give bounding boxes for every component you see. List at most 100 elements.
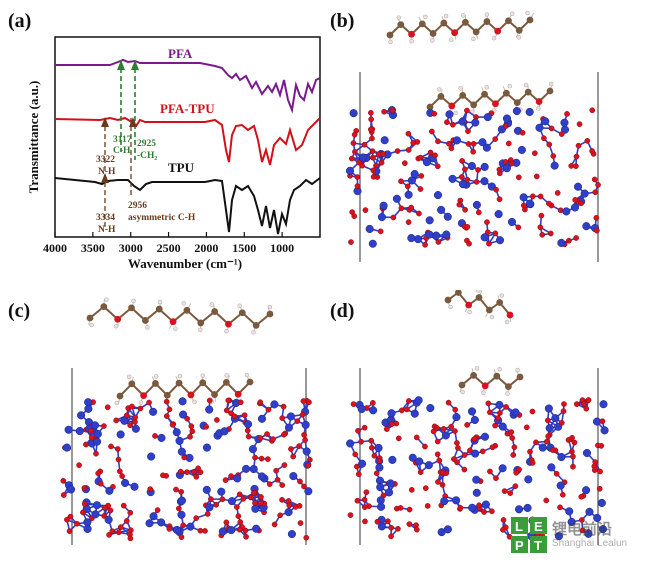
oxygen-atom	[416, 210, 422, 217]
carbon-atom	[465, 301, 473, 309]
svg-text:P: P	[515, 538, 524, 553]
metal-atom	[512, 106, 521, 116]
hydrogen-atom	[244, 372, 250, 378]
oxygen-atom	[424, 503, 431, 509]
metal-atom	[242, 464, 251, 473]
oxygen-atom	[383, 426, 390, 432]
metal-atom	[177, 496, 187, 505]
oxygen-atom	[374, 518, 381, 525]
oxygen-atom	[301, 483, 307, 490]
metal-atom	[483, 113, 492, 122]
metal-atom	[478, 138, 487, 147]
molecule	[86, 297, 274, 335]
oxygen-atom	[178, 534, 185, 540]
oxygen-atom	[299, 411, 306, 418]
metal-atom	[358, 459, 367, 468]
oxygen-atom	[557, 504, 563, 511]
oxygen-atom	[137, 405, 144, 412]
oxygen-atom	[270, 436, 276, 442]
metal-atom	[172, 428, 181, 437]
metal-atom	[369, 406, 378, 415]
metal-atom	[64, 425, 73, 434]
oxygen-atom	[592, 189, 599, 196]
oxygen-atom	[177, 468, 184, 475]
hydrogen-atom	[499, 293, 505, 298]
oxygen-atom	[462, 206, 468, 213]
oxygen-atom	[297, 520, 304, 526]
oxide-slab	[345, 106, 601, 248]
oxygen-atom	[583, 405, 590, 412]
oxygen-atom	[193, 515, 200, 521]
carbon-atom	[472, 28, 480, 36]
oxygen-atom	[459, 158, 465, 164]
oxygen-atom	[573, 163, 579, 169]
panel-label-c: (c)	[8, 300, 31, 322]
metal-atom	[358, 153, 368, 162]
metal-atom	[178, 397, 187, 406]
metal-atom	[270, 400, 279, 409]
oxygen-atom	[570, 463, 576, 470]
oxygen-atom	[523, 424, 530, 431]
oxygen-atom	[457, 504, 464, 511]
oxygen-atom	[76, 462, 82, 469]
metal-atom	[544, 404, 553, 413]
metal-atom	[523, 503, 532, 512]
metal-atom	[345, 166, 355, 175]
metal-atom	[498, 464, 507, 473]
marker-2925	[131, 60, 139, 70]
annot-2956-value: 2956	[128, 201, 147, 211]
metal-atom	[386, 479, 395, 488]
annot-3322-bond: N-H	[98, 167, 116, 177]
oxygen-atom	[484, 219, 490, 225]
oxygen-atom	[244, 427, 251, 434]
metal-atom	[410, 409, 419, 418]
svg-text:L: L	[515, 519, 523, 534]
oxygen-atom	[258, 500, 264, 506]
oxygen-atom	[354, 183, 361, 189]
oxygen-atom	[300, 398, 307, 404]
oxygen-atom	[434, 451, 441, 458]
oxygen-atom	[241, 412, 248, 419]
oxygen-atom	[473, 179, 480, 185]
oxygen-atom	[362, 518, 368, 525]
metal-atom	[482, 143, 491, 152]
oxygen-atom	[60, 492, 67, 498]
oxygen-atom	[450, 121, 456, 128]
metal-atom	[525, 107, 534, 117]
oxygen-atom	[208, 496, 214, 502]
oxygen-atom	[497, 410, 503, 416]
metal-atom	[257, 472, 266, 481]
metal-atom	[480, 162, 489, 171]
oxygen-atom	[570, 453, 576, 460]
oxygen-atom	[101, 504, 108, 511]
panel-b-simulation	[345, 10, 601, 262]
oxygen-atom	[258, 455, 265, 462]
oxygen-atom	[436, 457, 443, 464]
oxygen-atom	[519, 129, 526, 136]
metal-atom	[425, 230, 434, 239]
oxygen-atom	[531, 150, 538, 157]
oxide-slab	[60, 397, 313, 542]
oxygen-atom	[106, 532, 112, 538]
oxygen-atom	[368, 437, 375, 444]
hydrogen-atom	[113, 324, 119, 329]
metal-atom	[550, 161, 559, 170]
metal-atom	[502, 164, 511, 173]
metal-atom	[66, 485, 76, 494]
oxygen-atom	[119, 473, 126, 479]
metal-atom	[388, 455, 397, 464]
oxygen-atom	[435, 479, 441, 485]
metal-atom	[92, 501, 101, 510]
hydrogen-atom	[491, 35, 497, 41]
annot-3117-bond: C-H	[113, 146, 131, 156]
oxygen-atom	[355, 427, 361, 434]
oxygen-atom	[361, 504, 368, 510]
oxygen-atom	[434, 438, 441, 445]
oxygen-atom	[163, 413, 170, 419]
hydrogen-atom	[474, 366, 480, 371]
carbon-atom	[448, 102, 456, 110]
oxygen-atom	[569, 448, 575, 455]
oxygen-atom	[361, 424, 368, 431]
metal-atom	[289, 472, 298, 481]
oxygen-atom	[271, 521, 278, 528]
